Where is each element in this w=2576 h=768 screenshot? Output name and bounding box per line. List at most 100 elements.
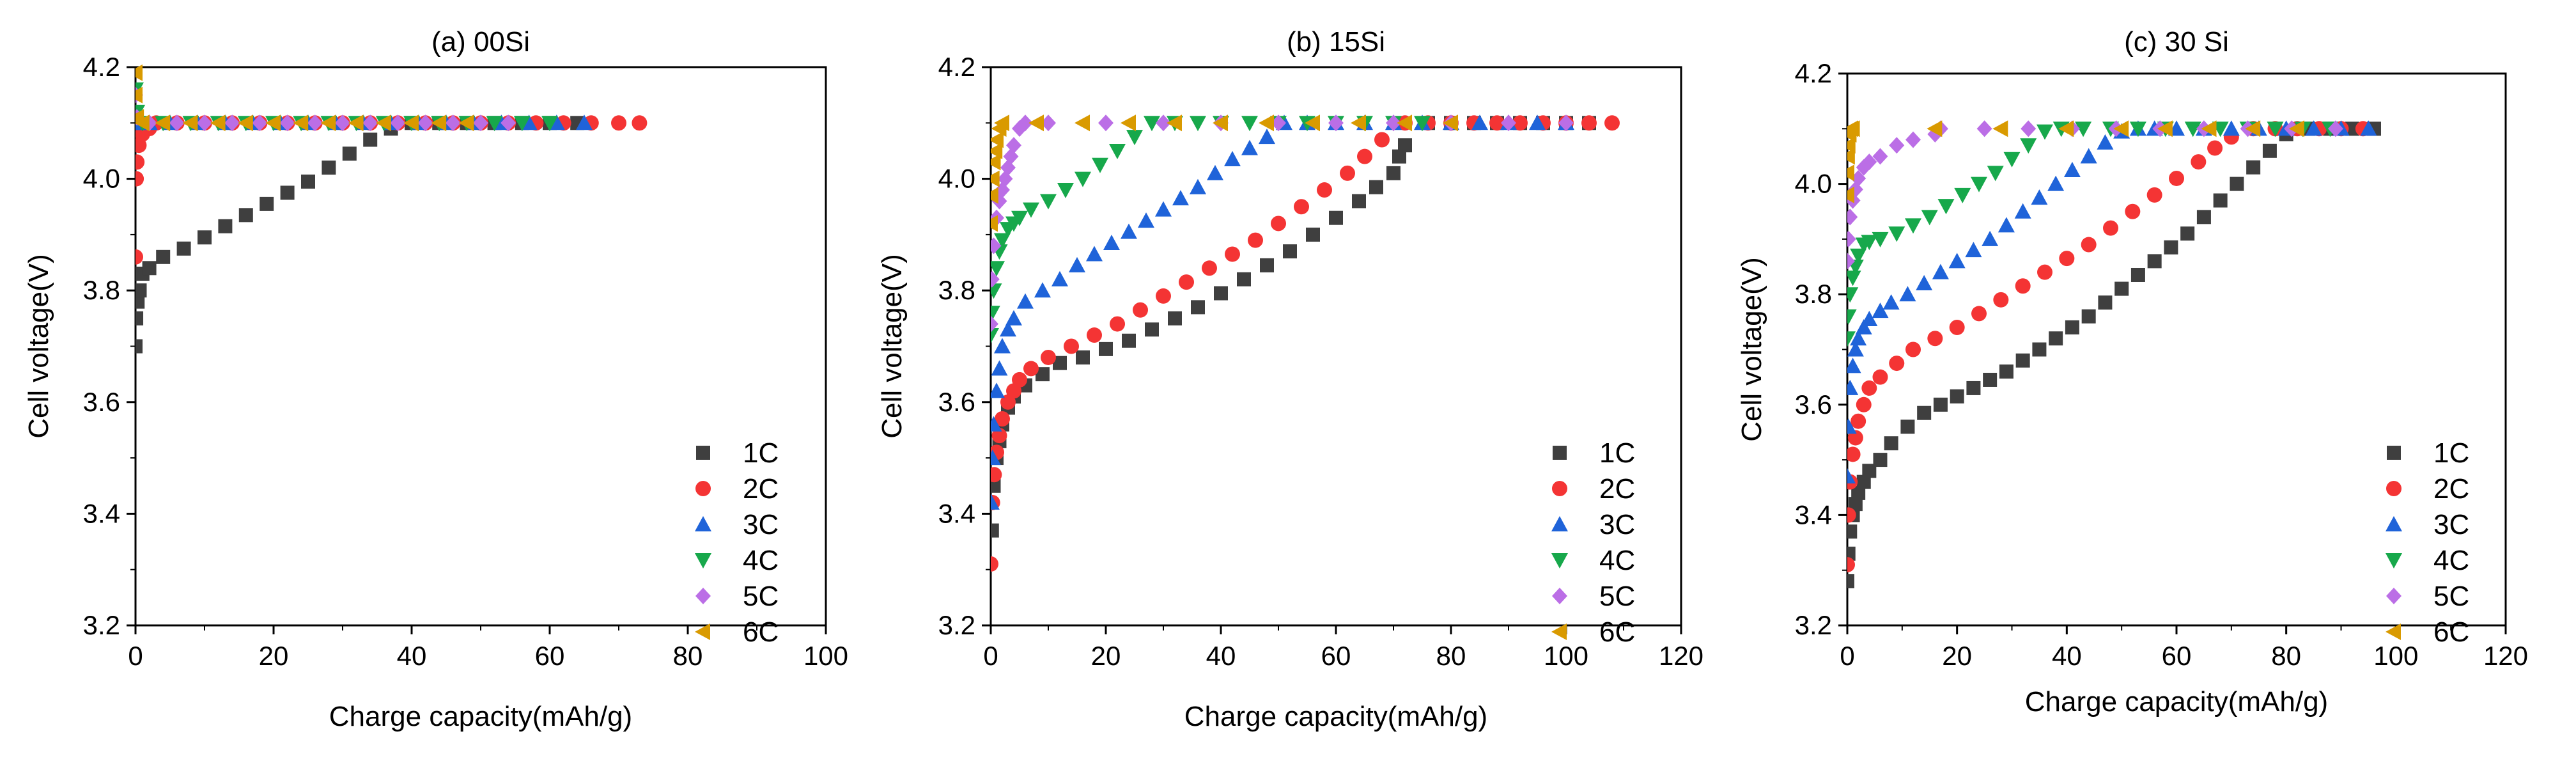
chart-title: (c) 30 Si — [2124, 26, 2229, 58]
data-point-2C — [632, 115, 648, 131]
data-point-1C — [1191, 300, 1205, 315]
y-tick-label: 4.2 — [938, 52, 975, 82]
data-point-6C — [1213, 114, 1228, 132]
data-point-3C — [1207, 164, 1223, 180]
data-point-5C — [500, 114, 516, 132]
y-tick-label: 4.0 — [83, 164, 120, 194]
data-point-1C — [2230, 176, 2244, 191]
data-point-4C — [1847, 309, 1857, 325]
data-point-1C — [2196, 210, 2211, 224]
data-point-4C — [1971, 176, 1987, 192]
series-6C — [1847, 120, 2304, 203]
data-point-6C — [2201, 120, 2217, 137]
data-point-6C — [1351, 114, 1366, 132]
series-6C — [991, 114, 1458, 232]
legend-label: 5C — [2433, 581, 2469, 612]
data-point-1C — [2147, 254, 2162, 269]
legend-marker-2C — [695, 481, 711, 496]
data-point-1C — [301, 174, 315, 189]
data-point-3C — [1872, 302, 1889, 318]
data-point-1C — [2180, 226, 2195, 241]
data-point-1C — [1873, 453, 1888, 467]
legend-marker-5C — [695, 588, 711, 604]
data-point-2C — [136, 171, 144, 187]
data-point-4C — [1241, 116, 1258, 132]
data-point-5C — [169, 114, 185, 132]
data-point-4C — [1850, 248, 1867, 264]
data-point-3C — [1529, 114, 1546, 130]
data-point-3C — [2305, 120, 2322, 136]
series-1C — [991, 116, 1596, 538]
data-point-3C — [1847, 341, 1864, 357]
legend-marker-1C — [696, 446, 710, 460]
data-point-5C — [1041, 114, 1056, 132]
data-point-2C — [1225, 246, 1240, 262]
data-point-5C — [473, 114, 488, 132]
data-point-2C — [1993, 292, 2009, 308]
data-point-2C — [1294, 199, 1309, 215]
legend-marker-4C — [1551, 553, 1568, 568]
data-point-1C — [2213, 193, 2228, 208]
data-point-2C — [136, 154, 145, 170]
data-point-1C — [2049, 331, 2063, 346]
data-point-5C — [390, 114, 406, 132]
y-tick-label: 3.8 — [938, 275, 975, 305]
data-point-1C — [991, 523, 999, 538]
x-tick-label: 100 — [803, 641, 848, 671]
legend: 1C 2C 3C 4C 5C 6C — [1551, 437, 1635, 648]
data-point-3C — [1086, 246, 1103, 262]
data-point-3C — [1069, 256, 1085, 272]
data-point-1C — [2098, 295, 2113, 310]
legend-marker-2C — [2386, 481, 2401, 496]
legend-marker-4C — [2386, 553, 2402, 568]
data-point-5C — [417, 114, 433, 132]
series-6C — [136, 64, 474, 132]
data-point-4C — [1109, 143, 1126, 159]
data-point-1C — [2032, 342, 2047, 357]
data-point-4C — [486, 116, 503, 132]
data-point-6C — [155, 114, 171, 132]
data-point-2C — [1179, 274, 1194, 290]
y-axis-label: Cell voltage(V) — [876, 254, 908, 439]
y-tick-label: 3.8 — [1795, 279, 1832, 309]
data-point-1C — [1983, 372, 1998, 387]
data-point-5C — [1000, 159, 1016, 176]
x-tick-label: 100 — [2373, 641, 2418, 671]
legend-marker-3C — [2386, 516, 2402, 531]
x-axis-label: Charge capacity(mAh/g) — [329, 701, 632, 732]
data-point-2C — [1271, 216, 1286, 231]
data-point-3C — [1121, 223, 1137, 239]
data-point-2C — [1971, 306, 1987, 322]
data-point-2C — [1156, 288, 1171, 304]
data-point-2C — [2037, 264, 2052, 280]
data-point-4C — [1075, 171, 1091, 187]
data-point-2C — [1872, 369, 1888, 385]
data-point-2C — [1340, 165, 1355, 181]
y-tick-label: 3.2 — [1795, 610, 1832, 640]
legend-marker-1C — [1553, 446, 1567, 460]
data-point-2C — [1489, 115, 1505, 131]
data-point-1C — [1306, 227, 1320, 242]
data-point-1C — [1369, 180, 1383, 194]
data-point-6C — [136, 64, 143, 81]
data-point-1C — [136, 294, 145, 309]
data-point-2C — [2207, 140, 2223, 156]
x-tick-label: 60 — [2162, 641, 2192, 671]
data-point-1C — [1168, 311, 1182, 325]
data-point-1C — [136, 283, 147, 298]
data-point-6C — [136, 86, 143, 104]
data-point-5C — [252, 114, 268, 132]
data-point-1C — [142, 261, 157, 276]
data-point-3C — [1916, 274, 1933, 290]
data-point-1C — [1099, 341, 1113, 356]
data-point-5C — [1558, 114, 1574, 132]
data-point-4C — [1011, 210, 1028, 226]
data-point-1C — [1398, 138, 1412, 153]
data-point-6C — [348, 114, 364, 132]
data-point-5C — [2327, 120, 2343, 137]
legend-label: 1C — [2433, 437, 2469, 469]
series-1C — [1847, 121, 2381, 588]
data-point-3C — [1982, 230, 1999, 246]
legend-marker-5C — [1552, 588, 1567, 604]
